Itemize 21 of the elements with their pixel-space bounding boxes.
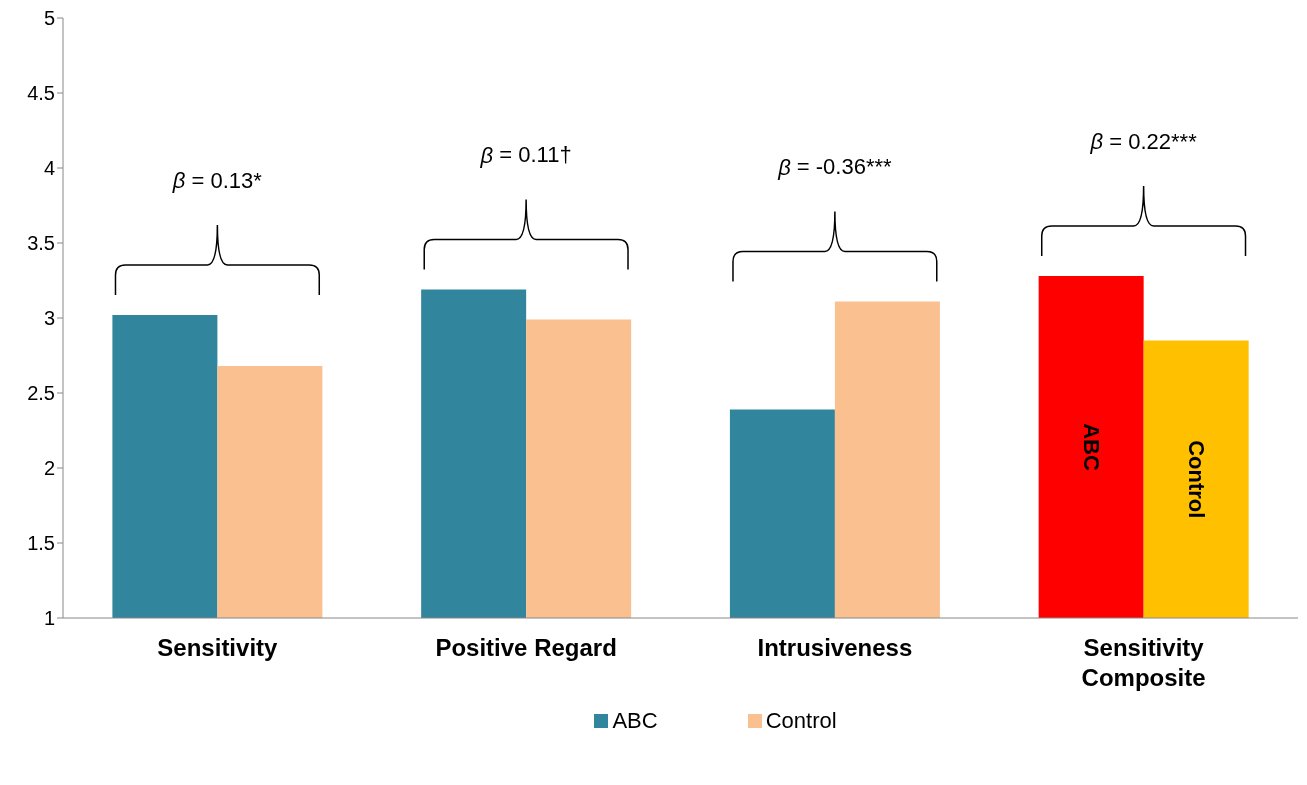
x-tick-label: Positive Regard (435, 634, 617, 661)
y-tick-label: 2.5 (27, 382, 55, 405)
x-tick-label: Sensitivity Composite (1081, 634, 1206, 691)
data-label: ABC (1078, 423, 1104, 471)
x-tick-label: Intrusiveness (757, 634, 913, 661)
annotation: β = 0.22*** (1089, 128, 1198, 154)
annotation: β = -0.36*** (777, 154, 893, 179)
annotation: β = 0.13* (171, 167, 263, 193)
x-tick-label: Sensitivity (157, 634, 279, 661)
y-tick-label: 3.5 (27, 232, 55, 255)
legend-label: ABC (612, 708, 658, 734)
legend-label: Control (765, 708, 837, 734)
y-tick-label: 1 (43, 607, 55, 630)
data-label: Control (1183, 440, 1209, 519)
y-tick-label: 1.5 (27, 532, 55, 555)
y-tick-label: 5 (43, 7, 55, 30)
y-tick-label: 4.5 (27, 82, 55, 105)
annotation: β = 0.11† (479, 142, 572, 167)
y-tick-label: 4 (43, 157, 55, 180)
y-tick-label: 2 (43, 457, 55, 480)
y-tick-label: 3 (43, 307, 55, 330)
